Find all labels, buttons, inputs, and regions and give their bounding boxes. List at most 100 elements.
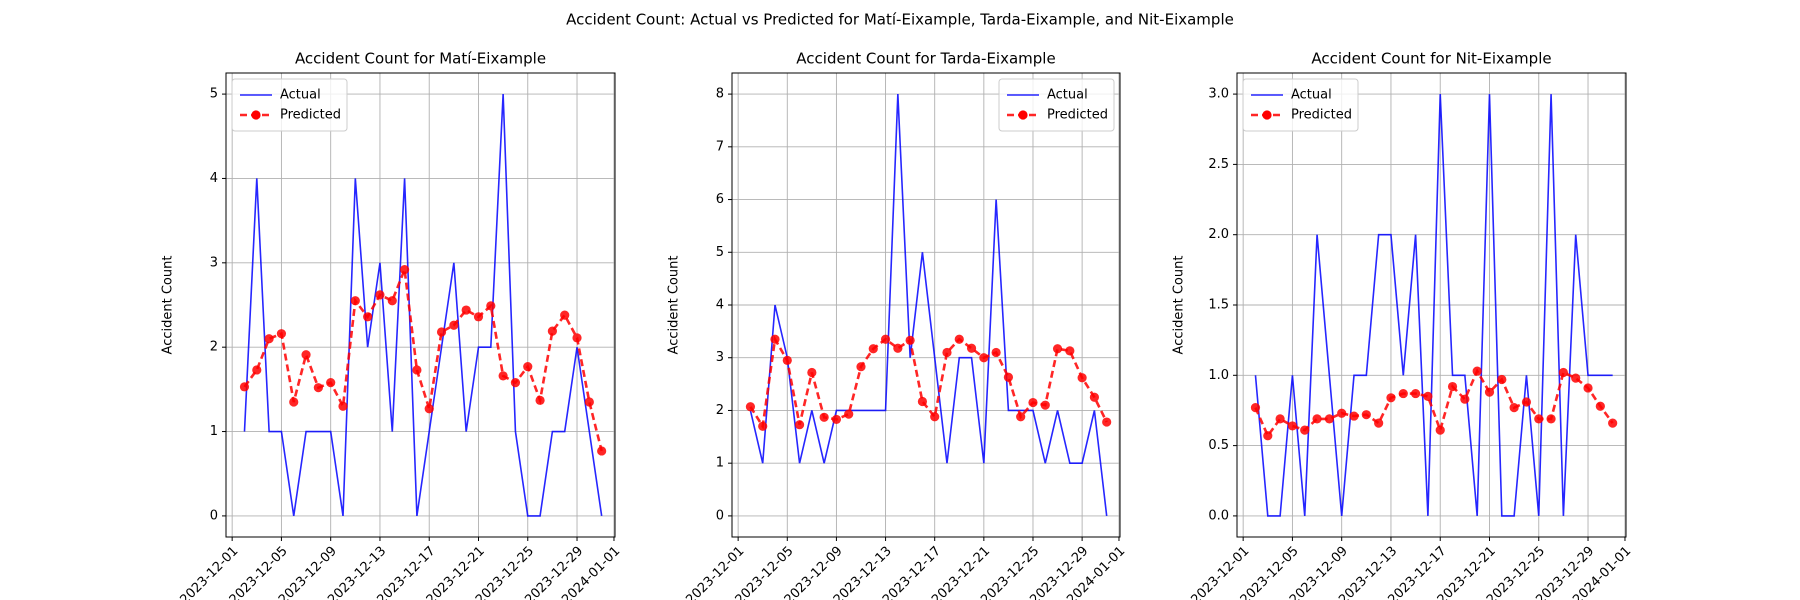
- series-line: [243, 94, 603, 517]
- point: [547, 326, 557, 336]
- y-tick-label: 3: [716, 350, 724, 365]
- point: [1337, 408, 1347, 418]
- point: [1509, 403, 1519, 413]
- y-tick-label: 1: [716, 456, 724, 471]
- chart-title: Accident Count for Matí-Eixample: [295, 50, 546, 68]
- point: [991, 347, 1001, 358]
- legend-marker: [1262, 110, 1272, 120]
- point: [1361, 410, 1371, 420]
- axes-frame: [731, 72, 1121, 538]
- legend-label: Predicted: [1047, 108, 1108, 123]
- point: [745, 402, 756, 412]
- legend-label: Actual: [1291, 88, 1332, 103]
- point: [584, 397, 594, 407]
- y-tick-label: 2.5: [1208, 157, 1229, 172]
- point: [449, 320, 459, 330]
- point: [905, 335, 915, 345]
- point: [782, 355, 792, 365]
- point: [1324, 414, 1334, 424]
- point: [1447, 381, 1458, 392]
- point: [289, 397, 299, 407]
- point: [1349, 411, 1359, 421]
- point: [844, 409, 854, 419]
- point: [1052, 344, 1063, 354]
- point: [1003, 372, 1014, 382]
- plot-area: [745, 94, 1112, 517]
- point: [1287, 421, 1298, 431]
- point: [1472, 366, 1482, 376]
- axes-frame: [1236, 72, 1627, 538]
- legend-box: [998, 78, 1115, 132]
- point: [954, 334, 964, 344]
- point: [1077, 373, 1087, 383]
- point: [1435, 425, 1445, 435]
- point: [375, 290, 385, 300]
- point: [597, 446, 607, 456]
- point: [1534, 414, 1544, 424]
- series-line: [749, 335, 1108, 430]
- legend-marker: [1018, 110, 1028, 120]
- point: [1521, 397, 1532, 407]
- y-tick-label: 1: [210, 424, 218, 439]
- point: [831, 414, 842, 425]
- point: [1089, 392, 1100, 402]
- point: [523, 361, 533, 372]
- point: [264, 334, 274, 344]
- point: [758, 421, 768, 431]
- point: [1398, 388, 1408, 399]
- legend-label: Actual: [280, 88, 321, 103]
- point: [560, 310, 570, 320]
- point: [239, 382, 250, 392]
- point: [868, 344, 878, 354]
- point: [794, 420, 805, 430]
- point: [807, 367, 817, 378]
- series-line: [749, 94, 1108, 517]
- point: [1263, 431, 1273, 441]
- point: [930, 412, 940, 422]
- point: [1595, 401, 1605, 411]
- point: [363, 312, 373, 322]
- point: [1312, 414, 1322, 424]
- y-tick-label: 2: [716, 403, 724, 418]
- y-tick-label: 5: [716, 245, 724, 260]
- point: [387, 296, 397, 306]
- point: [338, 401, 348, 411]
- point: [424, 404, 434, 414]
- point: [979, 353, 989, 363]
- legend-label: Predicted: [1291, 108, 1352, 123]
- point: [461, 305, 471, 315]
- point: [1497, 374, 1507, 385]
- point: [1460, 394, 1470, 404]
- point: [1275, 414, 1285, 424]
- y-tick-label: 0.5: [1208, 438, 1229, 453]
- point: [1250, 403, 1261, 413]
- point: [486, 301, 496, 311]
- legend-label: Predicted: [280, 108, 341, 123]
- y-tick-label: 2.0: [1208, 227, 1229, 242]
- series-line: [1254, 94, 1613, 517]
- point: [572, 333, 582, 343]
- point: [1028, 397, 1038, 408]
- point: [1374, 418, 1384, 428]
- y-axis-label: Accident Count: [161, 256, 176, 355]
- point: [326, 378, 336, 388]
- point: [1571, 373, 1581, 383]
- point: [966, 343, 977, 353]
- point: [313, 383, 323, 393]
- y-axis-label: Accident Count: [667, 256, 682, 355]
- point: [412, 365, 422, 375]
- point: [819, 412, 829, 422]
- point: [252, 365, 262, 375]
- legend-marker: [251, 110, 261, 120]
- point: [1040, 400, 1050, 410]
- y-tick-label: 0: [716, 508, 724, 523]
- point: [1065, 346, 1075, 356]
- point: [1608, 418, 1618, 428]
- point: [770, 334, 780, 344]
- point: [473, 312, 484, 322]
- point: [436, 327, 447, 337]
- point: [880, 334, 891, 344]
- point: [510, 378, 521, 388]
- point: [1410, 388, 1421, 399]
- point: [1583, 383, 1593, 393]
